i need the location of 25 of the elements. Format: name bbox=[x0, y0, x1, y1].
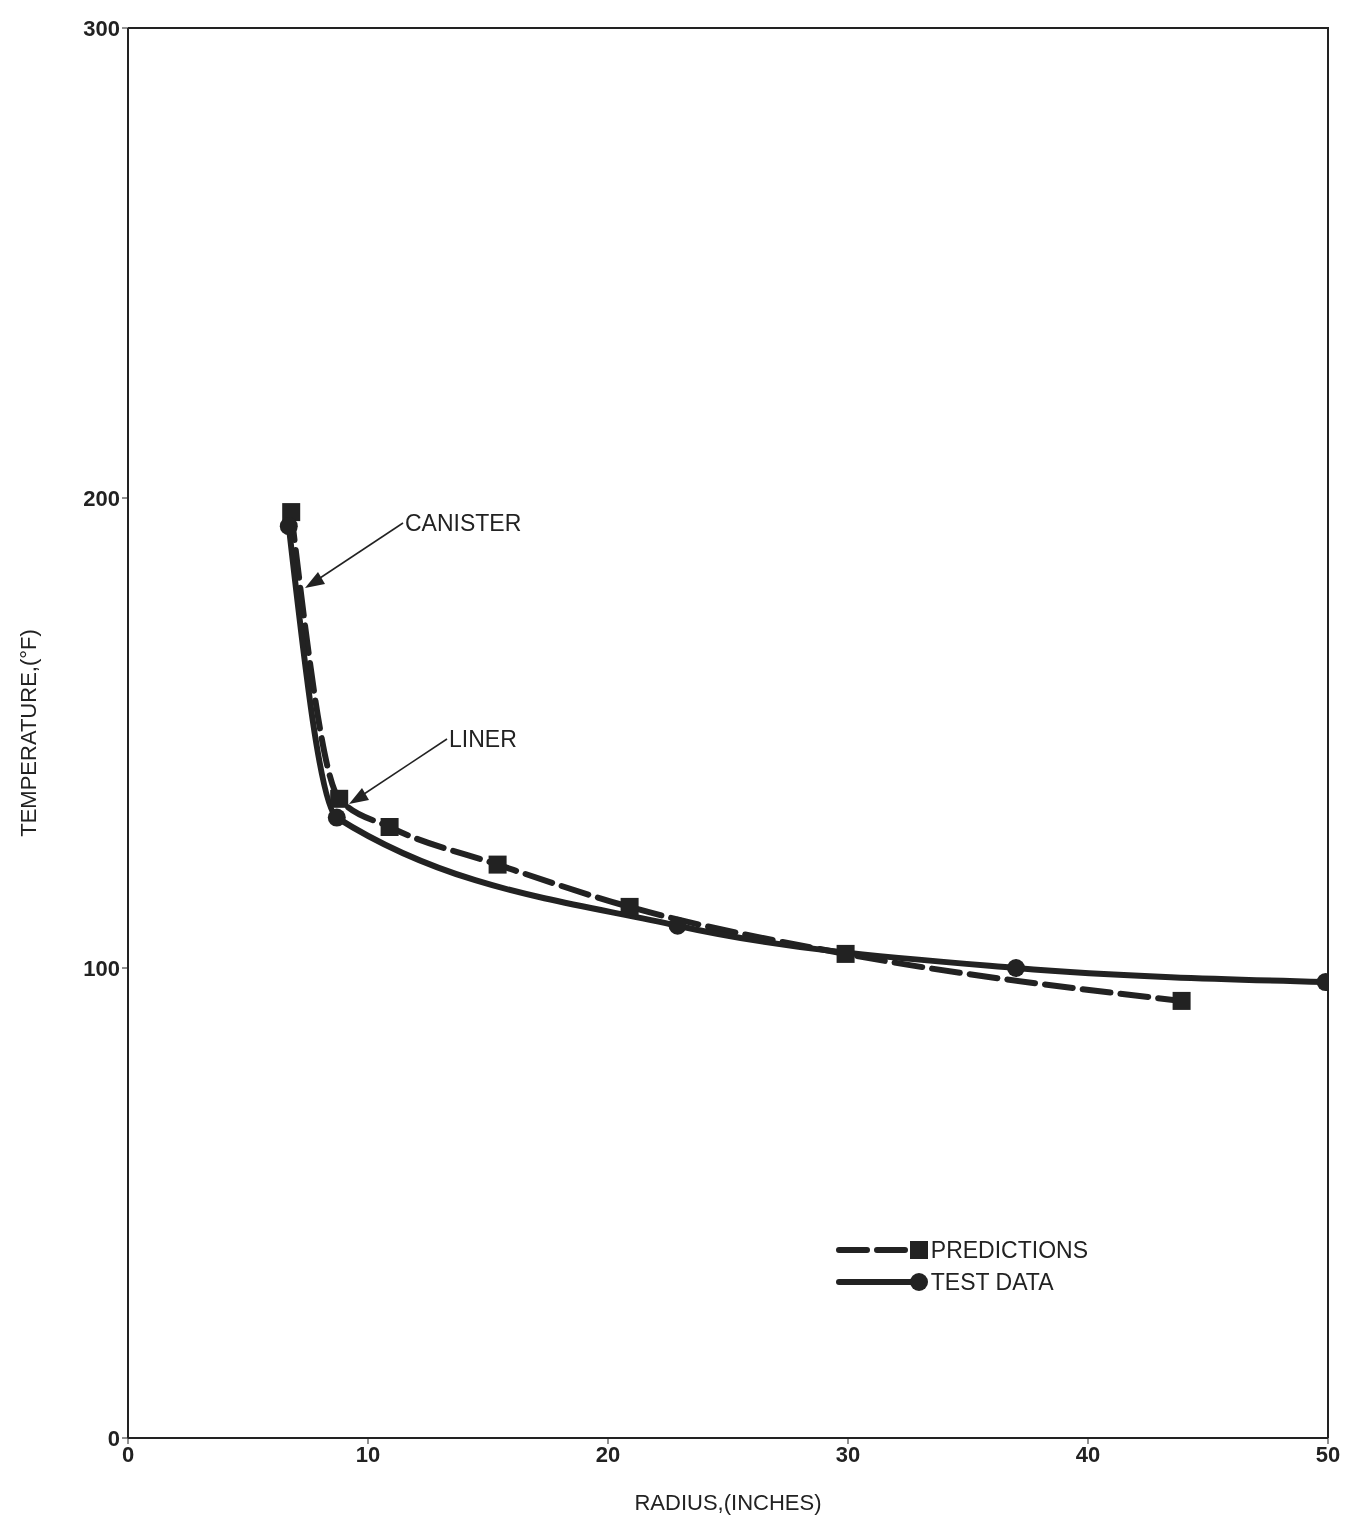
point bbox=[668, 916, 687, 935]
y-tick-label: 0 bbox=[107, 1425, 120, 1451]
x-tick-label: 20 bbox=[595, 1441, 621, 1467]
point bbox=[380, 818, 399, 836]
x-tick-label: 40 bbox=[1075, 1441, 1101, 1467]
legend-label: TEST DATA bbox=[930, 1268, 1054, 1296]
point bbox=[330, 789, 349, 808]
x-tick-label: 50 bbox=[1315, 1441, 1341, 1467]
x-tick-label: 10 bbox=[355, 1441, 381, 1467]
point bbox=[488, 855, 507, 874]
annotation: CANISTER bbox=[405, 510, 522, 536]
y-tick-label: 200 bbox=[83, 485, 120, 511]
x-axis-title: RADIUS,(INCHES) bbox=[634, 1490, 822, 1515]
legend-label: PREDICTIONS bbox=[930, 1236, 1088, 1264]
point bbox=[620, 897, 639, 916]
x-tick-label: 30 bbox=[835, 1441, 861, 1467]
point bbox=[836, 944, 855, 963]
y-tick-label: 100 bbox=[83, 955, 120, 981]
point bbox=[1007, 959, 1025, 977]
point bbox=[279, 517, 298, 536]
point bbox=[1172, 991, 1191, 1010]
y-axis-title: TEMPERATURE,(°F) bbox=[15, 629, 41, 837]
annotation: LINER bbox=[449, 726, 517, 752]
y-tick-label: 300 bbox=[83, 15, 120, 41]
point bbox=[327, 808, 346, 827]
